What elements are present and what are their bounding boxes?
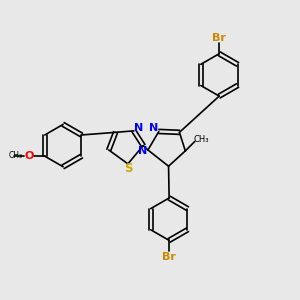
Text: O: O <box>25 151 34 160</box>
Text: N: N <box>138 146 147 157</box>
Text: S: S <box>124 162 133 175</box>
Text: N: N <box>134 123 143 133</box>
Text: CH₃: CH₃ <box>9 151 23 160</box>
Text: N: N <box>149 123 158 133</box>
Text: Br: Br <box>162 252 176 262</box>
Text: CH₃: CH₃ <box>194 136 209 145</box>
Text: Br: Br <box>212 32 226 43</box>
